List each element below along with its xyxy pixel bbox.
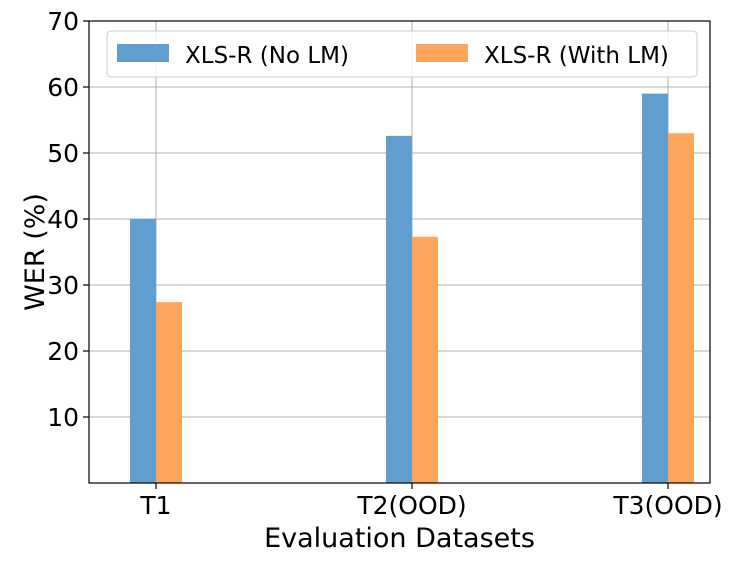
bar-t3ood-series-1 — [642, 93, 668, 483]
bar-t1-series-1 — [130, 219, 156, 483]
y-tick-label: 50 — [47, 139, 79, 168]
bar-t3ood-series-2 — [668, 133, 694, 483]
plot-frame — [88, 20, 711, 484]
y-tick-label: 20 — [47, 337, 79, 366]
legend-label: XLS-R (With LM) — [484, 43, 669, 69]
y-axis-label: WER (%) — [20, 193, 51, 311]
x-tick-label: T2(OOD) — [356, 491, 466, 520]
legend-label: XLS-R (No LM) — [185, 43, 349, 69]
y-tick-label: 40 — [47, 205, 79, 234]
legend: XLS-R (No LM) XLS-R (With LM) — [106, 30, 698, 78]
y-tick-label: 60 — [47, 73, 79, 102]
y-tick-label: 70 — [47, 7, 79, 36]
x-tick-label: T3(OOD) — [612, 491, 722, 520]
axis-ticks: 10 20 30 40 50 60 70 T1 T2(OOD) T3(OOD) — [47, 7, 722, 520]
y-tick-label: 30 — [47, 271, 79, 300]
bars — [130, 93, 694, 483]
legend-swatch — [117, 44, 169, 62]
bar-t2ood-series-1 — [386, 135, 412, 483]
bar-t2ood-series-2 — [412, 236, 438, 483]
x-tick-label: T1 — [139, 491, 171, 520]
legend-frame — [106, 30, 698, 78]
x-axis-label: Evaluation Datasets — [264, 523, 535, 554]
y-tick-label: 10 — [47, 403, 79, 432]
legend-swatch — [416, 44, 468, 62]
bar-t1-series-2 — [156, 302, 182, 483]
